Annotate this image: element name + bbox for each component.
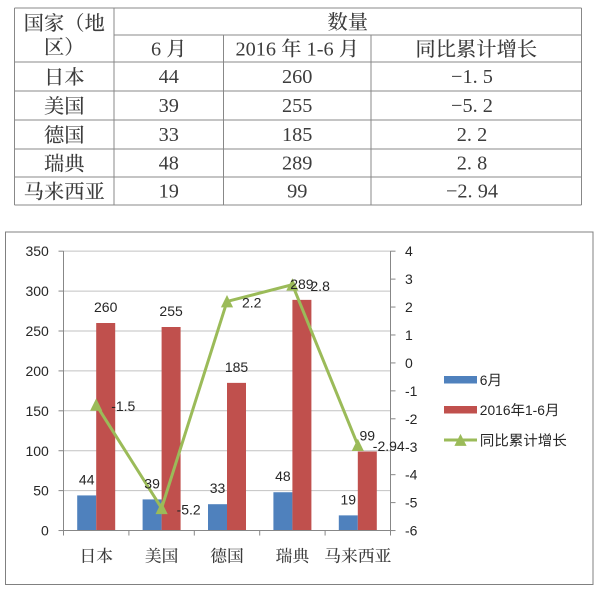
svg-text:260: 260 <box>94 299 118 315</box>
svg-text:−2.: −2. <box>446 181 473 203</box>
svg-text:2.8: 2.8 <box>310 278 330 294</box>
svg-text:39: 39 <box>144 475 160 491</box>
svg-text:-6: -6 <box>405 523 418 539</box>
svg-text:260: 260 <box>282 66 312 88</box>
svg-text:−5.: −5. <box>451 95 478 117</box>
svg-text:1: 1 <box>405 327 413 343</box>
svg-text:-1: -1 <box>405 383 418 399</box>
svg-text:5: 5 <box>483 66 493 88</box>
svg-text:33: 33 <box>159 124 179 146</box>
svg-text:99: 99 <box>360 428 376 444</box>
svg-text:6: 6 <box>151 39 161 61</box>
svg-text:44: 44 <box>79 471 95 487</box>
svg-text:19: 19 <box>341 491 357 507</box>
svg-text:1-6: 1-6 <box>525 403 545 418</box>
svg-text:0: 0 <box>405 355 413 371</box>
svg-text:44: 44 <box>159 66 179 88</box>
svg-text:3: 3 <box>405 271 413 287</box>
svg-text:39: 39 <box>159 95 179 117</box>
svg-text:255: 255 <box>159 303 183 319</box>
svg-text:289: 289 <box>282 153 312 175</box>
svg-text:-2: -2 <box>405 411 418 427</box>
svg-text:4: 4 <box>405 243 413 259</box>
svg-text:-2.94: -2.94 <box>373 438 405 454</box>
svg-text:2016: 2016 <box>480 403 511 418</box>
svg-text:2: 2 <box>405 299 413 315</box>
svg-text:2.: 2. <box>457 153 472 175</box>
svg-text:1-6: 1-6 <box>307 39 334 61</box>
svg-text:2016: 2016 <box>236 39 277 61</box>
svg-text:350: 350 <box>25 243 49 259</box>
svg-text:50: 50 <box>33 483 49 499</box>
svg-text:2: 2 <box>477 124 487 146</box>
svg-text:-5.2: -5.2 <box>177 501 201 517</box>
svg-text:94: 94 <box>478 181 498 203</box>
svg-text:2.: 2. <box>457 124 472 146</box>
svg-text:289: 289 <box>290 276 314 292</box>
svg-text:48: 48 <box>159 153 179 175</box>
svg-text:33: 33 <box>210 480 226 496</box>
svg-text:300: 300 <box>25 283 49 299</box>
svg-text:−1.: −1. <box>451 66 478 88</box>
svg-text:48: 48 <box>275 468 291 484</box>
svg-text:8: 8 <box>477 153 487 175</box>
svg-text:100: 100 <box>25 443 49 459</box>
svg-text:150: 150 <box>25 403 49 419</box>
svg-text:185: 185 <box>225 359 249 375</box>
svg-text:255: 255 <box>282 95 312 117</box>
svg-text:6: 6 <box>480 373 488 388</box>
svg-text:250: 250 <box>25 323 49 339</box>
svg-text:99: 99 <box>287 181 307 203</box>
svg-text:200: 200 <box>25 363 49 379</box>
svg-text:185: 185 <box>282 124 312 146</box>
svg-text:2.2: 2.2 <box>242 295 262 311</box>
svg-text:-1.5: -1.5 <box>111 398 135 414</box>
svg-text:-5: -5 <box>405 495 418 511</box>
svg-text:-4: -4 <box>405 467 418 483</box>
svg-text:-3: -3 <box>405 439 418 455</box>
svg-text:0: 0 <box>41 523 49 539</box>
svg-text:2: 2 <box>483 95 493 117</box>
svg-text:19: 19 <box>159 181 179 203</box>
